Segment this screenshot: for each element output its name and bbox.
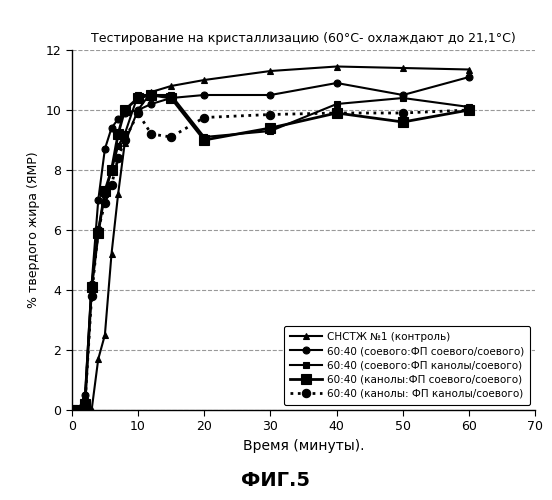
60:40 (канолы:ФП соевого/соевого) xyxy=(267,125,274,131)
60:40 (канолы:ФП соевого/соевого) xyxy=(95,230,102,236)
СНСТЖ №1 (контроль) xyxy=(95,356,102,362)
СНСТЖ №1 (контроль) xyxy=(68,407,75,413)
60:40 (соевого:ФП соевого/соевого) xyxy=(95,197,102,203)
60:40 (канолы:ФП соевого/соевого) xyxy=(102,188,108,194)
60:40 (соевого:ФП соевого/соевого) xyxy=(102,146,108,152)
60:40 (соевого:ФП соевого/соевого) xyxy=(75,407,82,413)
60:40 (соевого:ФП канолы/соевого) xyxy=(121,131,128,137)
Text: ФИГ.5: ФИГ.5 xyxy=(242,470,310,490)
60:40 (канолы: ФП канолы/соевого): (30, 9.85): ФП канолы/соевого): (30, 9.85) xyxy=(267,112,274,117)
X-axis label: Время (минуты).: Время (минуты). xyxy=(243,439,364,453)
Line: 60:40 (соевого:ФП соевого/соевого): 60:40 (соевого:ФП соевого/соевого) xyxy=(68,74,473,413)
60:40 (канолы:ФП соевого/соевого) xyxy=(135,95,141,101)
60:40 (канолы:ФП соевого/соевого) xyxy=(115,131,121,137)
СНСТЖ №1 (контроль) xyxy=(201,77,208,83)
Legend: СНСТЖ №1 (контроль), 60:40 (соевого:ФП соевого/соевого), 60:40 (соевого:ФП канол: СНСТЖ №1 (контроль), 60:40 (соевого:ФП с… xyxy=(284,326,530,405)
СНСТЖ №1 (контроль) xyxy=(135,107,141,113)
60:40 (канолы: ФП канолы/соевого): (15, 9.1): ФП канолы/соевого): (15, 9.1) xyxy=(168,134,174,140)
60:40 (канолы: ФП канолы/соевого): (12, 9.2): ФП канолы/соевого): (12, 9.2) xyxy=(148,131,155,137)
Line: 60:40 (соевого:ФП канолы/соевого): 60:40 (соевого:ФП канолы/соевого) xyxy=(68,92,473,413)
60:40 (соевого:ФП канолы/соевого) xyxy=(95,227,102,233)
СНСТЖ №1 (контроль) xyxy=(88,407,95,413)
60:40 (соевого:ФП канолы/соевого) xyxy=(201,134,208,140)
60:40 (соевого:ФП канолы/соевого) xyxy=(333,101,340,107)
СНСТЖ №1 (контроль) xyxy=(108,251,115,257)
60:40 (канолы: ФП канолы/соевого): (3, 3.8): ФП канолы/соевого): (3, 3.8) xyxy=(88,293,95,299)
60:40 (канолы:ФП соевого/соевого) xyxy=(466,107,473,113)
60:40 (соевого:ФП канолы/соевого) xyxy=(400,95,406,101)
СНСТЖ №1 (контроль) xyxy=(75,407,82,413)
Title: Тестирование на кристаллизацию (60°С- охлаждают до 21,1°С): Тестирование на кристаллизацию (60°С- ох… xyxy=(91,32,516,44)
60:40 (соевого:ФП канолы/соевого) xyxy=(135,92,141,98)
60:40 (соевого:ФП соевого/соевого) xyxy=(88,281,95,287)
Y-axis label: % твердого жира (ЯМР): % твердого жира (ЯМР) xyxy=(27,152,40,308)
60:40 (соевого:ФП соевого/соевого) xyxy=(135,107,141,113)
60:40 (канолы: ФП канолы/соевого): (1, 0): ФП канолы/соевого): (1, 0) xyxy=(75,407,82,413)
СНСТЖ №1 (контроль) xyxy=(333,64,340,70)
60:40 (соевого:ФП соевого/соевого) xyxy=(68,407,75,413)
СНСТЖ №1 (контроль) xyxy=(400,65,406,71)
60:40 (соевого:ФП соевого/соевого) xyxy=(267,92,274,98)
60:40 (соевого:ФП канолы/соевого) xyxy=(82,398,88,404)
60:40 (канолы:ФП соевого/соевого) xyxy=(168,95,174,101)
Line: СНСТЖ №1 (контроль): СНСТЖ №1 (контроль) xyxy=(68,63,473,414)
60:40 (соевого:ФП канолы/соевого) xyxy=(108,167,115,173)
60:40 (канолы:ФП соевого/соевого) xyxy=(400,119,406,125)
СНСТЖ №1 (контроль) xyxy=(466,66,473,72)
60:40 (канолы:ФП соевого/соевого) xyxy=(333,110,340,116)
60:40 (соевого:ФП соевого/соевого) xyxy=(400,92,406,98)
60:40 (канолы:ФП соевого/соевого) xyxy=(82,401,88,407)
60:40 (соевого:ФП соевого/соевого) xyxy=(115,116,121,122)
60:40 (соевого:ФП канолы/соевого) xyxy=(168,92,174,98)
60:40 (соевого:ФП канолы/соевого) xyxy=(466,104,473,110)
60:40 (канолы: ФП канолы/соевого): (10, 9.9): ФП канолы/соевого): (10, 9.9) xyxy=(135,110,141,116)
СНСТЖ №1 (контроль) xyxy=(267,68,274,74)
60:40 (канолы:ФП соевого/соевого) xyxy=(121,107,128,113)
60:40 (канолы:ФП соевого/соевого) xyxy=(201,137,208,143)
60:40 (канолы: ФП канолы/соевого): (8, 9): ФП канолы/соевого): (8, 9) xyxy=(121,137,128,143)
60:40 (соевого:ФП соевого/соевого) xyxy=(148,101,155,107)
60:40 (соевого:ФП канолы/соевого) xyxy=(68,407,75,413)
60:40 (канолы: ФП канолы/соевого): (4, 6): ФП канолы/соевого): (4, 6) xyxy=(95,227,102,233)
60:40 (соевого:ФП канолы/соевого) xyxy=(88,284,95,290)
60:40 (соевого:ФП соевого/соевого) xyxy=(108,125,115,131)
60:40 (соевого:ФП канолы/соевого) xyxy=(267,128,274,134)
СНСТЖ №1 (контроль) xyxy=(102,332,108,338)
60:40 (канолы: ФП канолы/соевого): (60, 10): ФП канолы/соевого): (60, 10) xyxy=(466,107,473,113)
60:40 (соевого:ФП соевого/соевого) xyxy=(333,80,340,86)
60:40 (соевого:ФП канолы/соевого) xyxy=(115,143,121,149)
СНСТЖ №1 (контроль) xyxy=(121,140,128,146)
60:40 (канолы: ФП канолы/соевого): (6, 7.5): ФП канолы/соевого): (6, 7.5) xyxy=(108,182,115,188)
60:40 (канолы:ФП соевого/соевого) xyxy=(75,407,82,413)
60:40 (канолы:ФП соевого/соевого) xyxy=(108,167,115,173)
СНСТЖ №1 (контроль) xyxy=(168,83,174,89)
60:40 (канолы: ФП канолы/соевого): (50, 9.9): ФП канолы/соевого): (50, 9.9) xyxy=(400,110,406,116)
60:40 (канолы: ФП канолы/соевого): (5, 6.9): ФП канолы/соевого): (5, 6.9) xyxy=(102,200,108,206)
60:40 (канолы: ФП канолы/соевого): (0, 0): ФП канолы/соевого): (0, 0) xyxy=(68,407,75,413)
60:40 (соевого:ФП канолы/соевого) xyxy=(102,191,108,197)
СНСТЖ №1 (контроль) xyxy=(115,191,121,197)
60:40 (канолы: ФП канолы/соевого): (40, 9.9): ФП канолы/соевого): (40, 9.9) xyxy=(333,110,340,116)
60:40 (канолы:ФП соевого/соевого) xyxy=(148,92,155,98)
СНСТЖ №1 (контроль) xyxy=(82,407,88,413)
60:40 (соевого:ФП соевого/соевого) xyxy=(466,74,473,80)
60:40 (канолы:ФП соевого/соевого) xyxy=(88,284,95,290)
60:40 (канолы: ФП канолы/соевого): (2, 0.2): ФП канолы/соевого): (2, 0.2) xyxy=(82,401,88,407)
60:40 (соевого:ФП канолы/соевого) xyxy=(75,407,82,413)
60:40 (канолы: ФП канолы/соевого): (20, 9.75): ФП канолы/соевого): (20, 9.75) xyxy=(201,114,208,120)
Line: 60:40 (канолы:ФП соевого/соевого): 60:40 (канолы:ФП соевого/соевого) xyxy=(67,90,474,415)
60:40 (канолы:ФП соевого/соевого) xyxy=(68,407,75,413)
60:40 (соевого:ФП соевого/соевого) xyxy=(168,95,174,101)
60:40 (канолы: ФП канолы/соевого): (7, 8.4): ФП канолы/соевого): (7, 8.4) xyxy=(115,155,121,161)
60:40 (соевого:ФП соевого/соевого) xyxy=(201,92,208,98)
60:40 (соевого:ФП канолы/соевого) xyxy=(148,92,155,98)
СНСТЖ №1 (контроль) xyxy=(148,89,155,95)
Line: 60:40 (канолы: ФП канолы/соевого): 60:40 (канолы: ФП канолы/соевого) xyxy=(67,106,474,414)
60:40 (соевого:ФП соевого/соевого) xyxy=(121,110,128,116)
60:40 (соевого:ФП соевого/соевого) xyxy=(82,392,88,398)
